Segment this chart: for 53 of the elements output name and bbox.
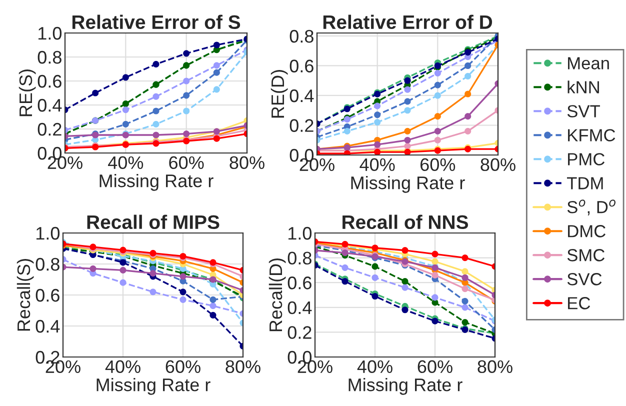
y-tick-label: 0.4 xyxy=(38,98,62,112)
legend-label: TDM xyxy=(567,177,603,190)
x-tick-label: 40% xyxy=(357,360,392,374)
x-axis-title: Missing Rate r xyxy=(351,176,465,193)
y-axis-title: Recall(S) xyxy=(16,259,34,331)
legend-label: SVT xyxy=(567,105,600,118)
y-tick-label: 0.6 xyxy=(36,288,60,302)
y-axis-title: Recall(D) xyxy=(268,258,286,332)
y-tick-label: 1.0 xyxy=(38,26,62,40)
x-tick-label: 40% xyxy=(360,158,395,172)
y-tick-label: 1.0 xyxy=(36,226,60,240)
chart-title: Relative Error of S xyxy=(72,14,240,30)
x-tick-label: 80% xyxy=(230,156,264,170)
y-tick-label: 0.6 xyxy=(288,276,312,290)
legend-label: EC xyxy=(568,297,590,310)
legend-label: SMC xyxy=(567,249,605,262)
x-axis-title: Missing Rate r xyxy=(96,378,210,395)
x-tick-label: 80% xyxy=(480,158,516,172)
y-tick-label: 0.8 xyxy=(36,258,60,271)
x-tick-label: 60% xyxy=(420,158,456,172)
y-tick-label: 0.2 xyxy=(38,122,62,136)
legend-label: SVC xyxy=(567,273,602,286)
y-tick-label: 0.4 xyxy=(290,89,314,102)
legend-label: PMC xyxy=(568,153,605,166)
y-tick-label: 0.4 xyxy=(288,301,312,314)
y-tick-label: 0.6 xyxy=(290,60,314,72)
legend-label: DMC xyxy=(568,225,606,238)
x-axis-title: Missing Rate r xyxy=(100,174,214,191)
x-axis-title: Missing Rate r xyxy=(348,378,462,395)
y-tick-label: 0.8 xyxy=(288,252,312,265)
legend-label: kNN xyxy=(568,80,599,94)
x-tick-label: 60% xyxy=(166,360,200,374)
chart-title: Recall of NNS xyxy=(342,214,468,230)
y-tick-label: 0.2 xyxy=(290,119,314,132)
x-tick-label: 60% xyxy=(418,360,452,374)
x-tick-label: 80% xyxy=(478,360,512,374)
legend-label: Mean xyxy=(568,57,609,70)
y-tick-label: 0.2 xyxy=(288,326,312,339)
y-tick-label: 0.8 xyxy=(290,30,314,43)
x-tick-label: 40% xyxy=(105,360,140,374)
chart-title: Recall of MIPS xyxy=(87,214,220,230)
chart-title: Relative Error of D xyxy=(323,14,492,30)
y-tick-label: 0.4 xyxy=(36,320,60,333)
x-tick-label: 40% xyxy=(108,156,144,170)
y-tick-label: 1.0 xyxy=(288,226,312,240)
y-tick-label: 0.6 xyxy=(38,74,62,88)
x-tick-label: 60% xyxy=(169,156,204,170)
y-axis-title: RE(D) xyxy=(270,70,288,118)
legend-label: S$^{o}$, D$^{o}$ xyxy=(567,200,616,216)
y-axis-title: RE(S) xyxy=(18,70,36,116)
y-tick-label: 0.8 xyxy=(38,50,62,64)
x-tick-label: 80% xyxy=(226,360,260,374)
legend-label: KFMC xyxy=(568,129,616,142)
